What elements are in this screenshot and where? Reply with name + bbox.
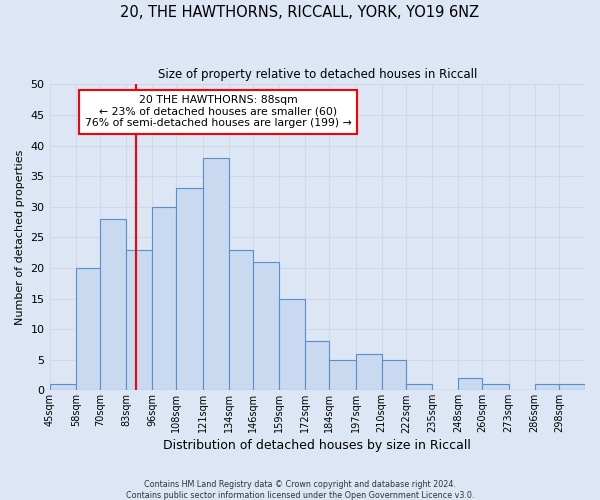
Bar	[203, 158, 229, 390]
Text: 20 THE HAWTHORNS: 88sqm
← 23% of detached houses are smaller (60)
76% of semi-de: 20 THE HAWTHORNS: 88sqm ← 23% of detache…	[85, 95, 352, 128]
Bar	[382, 360, 406, 390]
Bar	[329, 360, 356, 390]
Bar	[76, 268, 100, 390]
Bar	[279, 298, 305, 390]
Bar	[535, 384, 559, 390]
Bar	[100, 219, 126, 390]
Bar	[356, 354, 382, 391]
Bar	[305, 342, 329, 390]
Bar	[126, 250, 152, 390]
Bar	[482, 384, 509, 390]
Bar	[458, 378, 482, 390]
Text: Contains HM Land Registry data © Crown copyright and database right 2024.
Contai: Contains HM Land Registry data © Crown c…	[126, 480, 474, 500]
X-axis label: Distribution of detached houses by size in Riccall: Distribution of detached houses by size …	[163, 440, 471, 452]
Bar	[253, 262, 279, 390]
Y-axis label: Number of detached properties: Number of detached properties	[15, 150, 25, 325]
Title: Size of property relative to detached houses in Riccall: Size of property relative to detached ho…	[158, 68, 477, 80]
Bar	[559, 384, 585, 390]
Bar	[406, 384, 432, 390]
Bar	[50, 384, 76, 390]
Text: 20, THE HAWTHORNS, RICCALL, YORK, YO19 6NZ: 20, THE HAWTHORNS, RICCALL, YORK, YO19 6…	[121, 5, 479, 20]
Bar	[229, 250, 253, 390]
Bar	[176, 188, 203, 390]
Bar	[152, 207, 176, 390]
